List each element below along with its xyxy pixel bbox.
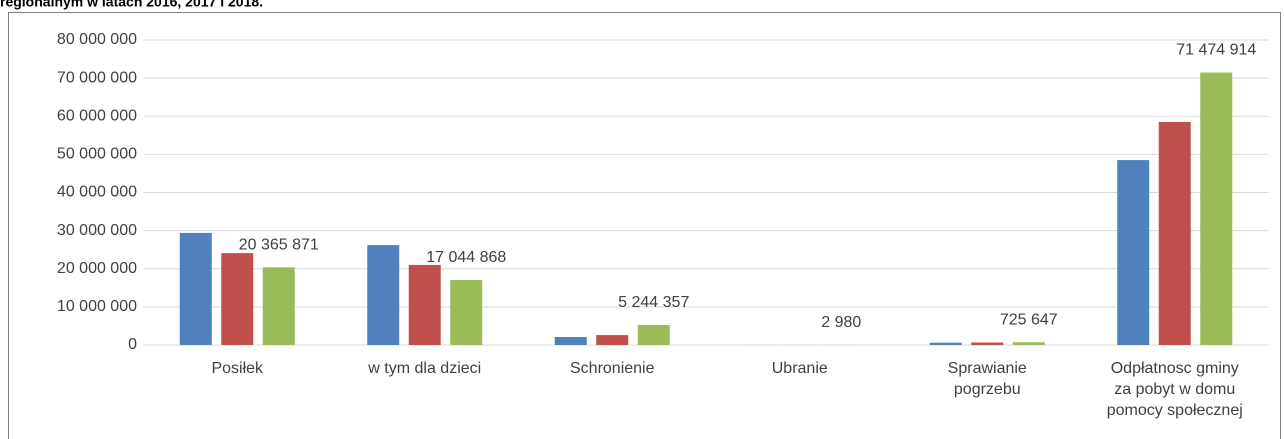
bar (637, 325, 670, 345)
bar (1158, 121, 1191, 345)
bar (1200, 72, 1233, 345)
bar (450, 280, 483, 345)
y-tick-label: 20 000 000 (57, 260, 137, 277)
x-tick-label: Odpłatnosc gminy za pobyt w domu pomocy sp… (1107, 360, 1243, 419)
bar (1117, 160, 1150, 345)
data-label: 17 044 868 (426, 249, 506, 266)
data-label: 2 980 (821, 314, 861, 331)
y-tick-label: 0 (128, 336, 137, 353)
data-label: 71 474 914 (1176, 42, 1256, 59)
bar (179, 232, 212, 345)
y-tick-label: 80 000 000 (57, 31, 137, 48)
y-tick-label: 10 000 000 (57, 298, 137, 315)
bar (408, 264, 441, 345)
bar (596, 335, 629, 345)
y-tick-label: 70 000 000 (57, 69, 137, 86)
bar (971, 342, 1004, 345)
chart-title: regionalnym w latach 2016, 2017 i 2018. (0, 0, 263, 10)
y-tick-label: 30 000 000 (57, 222, 137, 239)
x-tick-label: Schronienie (570, 360, 655, 377)
bar (929, 342, 962, 345)
y-tick-label: 50 000 000 (57, 146, 137, 163)
data-label: 20 365 871 (239, 237, 319, 254)
bar (262, 267, 295, 345)
bar (367, 245, 400, 345)
data-label: 725 647 (1000, 311, 1058, 328)
x-tick-label: Ubranie (772, 360, 828, 377)
x-tick-label: Posiłek (211, 360, 264, 377)
x-tick-label: Sprawianie pogrzebu (948, 360, 1027, 398)
bar (1012, 342, 1045, 345)
data-label: 5 244 357 (618, 294, 689, 311)
x-tick-label: w tym dla dzieci (367, 360, 481, 377)
chart-frame (8, 12, 1281, 439)
y-tick-label: 40 000 000 (57, 184, 137, 201)
y-tick-label: 60 000 000 (57, 107, 137, 124)
bar (554, 336, 587, 345)
bar (221, 253, 254, 345)
